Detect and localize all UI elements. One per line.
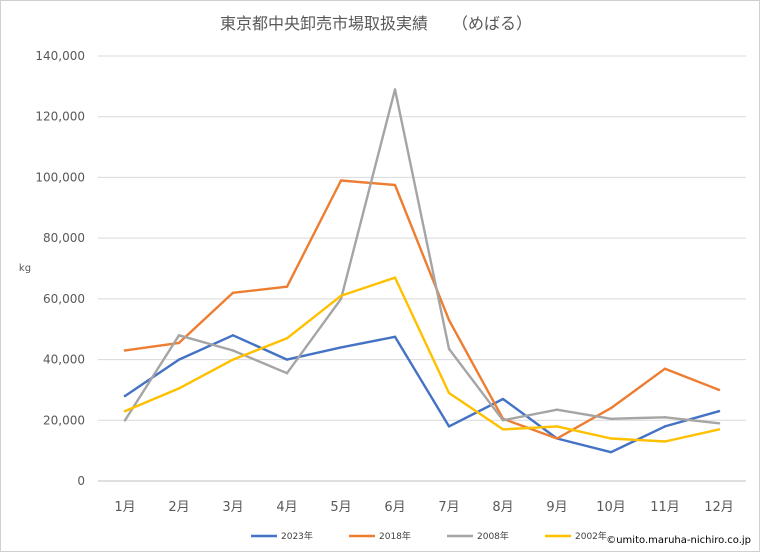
legend-label: 2023年 <box>281 530 313 542</box>
y-tick-label: 0 <box>77 474 85 488</box>
data-point <box>177 387 181 390</box>
legend-label: 2018年 <box>379 530 411 542</box>
series-line-2 <box>123 88 721 425</box>
data-point <box>663 425 667 428</box>
legend: 2023年 2018年 2008年 2002年 <box>251 530 607 542</box>
data-point <box>609 450 613 454</box>
data-point <box>393 183 397 187</box>
x-tick-label: 1月 <box>114 500 135 515</box>
series-lines <box>123 88 721 454</box>
data-point <box>609 437 613 440</box>
data-point <box>663 440 667 443</box>
legend-item: 2023年 <box>251 530 313 542</box>
chart-title: 東京都中央卸売市場取扱実績 （めばる） <box>220 14 532 33</box>
data-point <box>501 397 505 401</box>
y-tick-label: 140,000 <box>35 49 85 63</box>
x-tick-label: 7月 <box>438 500 459 515</box>
data-point <box>231 291 235 294</box>
gridlines <box>98 55 746 482</box>
data-point <box>231 334 235 337</box>
data-point <box>555 437 559 440</box>
y-tick-label: 80,000 <box>43 231 85 245</box>
x-tick-label: 8月 <box>492 500 513 515</box>
data-point <box>393 276 397 279</box>
data-point <box>177 358 181 361</box>
data-point <box>177 334 181 337</box>
data-point <box>717 388 721 392</box>
legend-label: 2008年 <box>477 530 509 542</box>
x-tick-label: 3月 <box>222 500 243 515</box>
x-tick-label: 6月 <box>384 500 405 515</box>
series-line-0 <box>123 334 721 454</box>
data-point <box>339 297 343 301</box>
x-tick-label: 5月 <box>330 500 351 515</box>
data-point <box>447 425 451 428</box>
x-tick-label: 9月 <box>546 500 567 515</box>
data-point <box>339 179 343 182</box>
data-point <box>393 335 397 339</box>
y-tick-label: 100,000 <box>35 170 85 184</box>
y-tick-label: 40,000 <box>43 353 85 367</box>
data-point <box>231 349 235 352</box>
data-point <box>177 341 181 345</box>
data-point <box>339 294 343 298</box>
copyright-credit: ©umito.maruha-nichiro.co.jp <box>606 535 751 546</box>
data-point <box>231 358 235 361</box>
data-point <box>123 349 127 352</box>
data-point <box>717 428 721 431</box>
data-point <box>609 406 613 410</box>
data-point <box>555 408 559 411</box>
x-tick-label: 12月 <box>704 500 734 515</box>
data-point <box>609 417 613 420</box>
legend-item: 2008年 <box>447 530 509 542</box>
data-point <box>285 285 289 288</box>
legend-item: 2002年 <box>545 530 607 542</box>
legend-label: 2002年 <box>575 530 607 542</box>
y-tick-label: 20,000 <box>43 413 85 427</box>
data-point <box>285 372 289 375</box>
series-line-3 <box>123 276 721 443</box>
x-tick-label: 10月 <box>596 500 626 515</box>
data-point <box>285 358 289 361</box>
x-tick-label: 4月 <box>276 500 297 515</box>
data-point <box>447 391 451 395</box>
data-point <box>123 394 127 398</box>
data-point <box>447 347 451 351</box>
y-axis-unit: kg <box>19 263 31 274</box>
data-point <box>663 367 667 370</box>
data-point <box>123 409 127 413</box>
data-point <box>717 422 721 425</box>
y-tick-label: 60,000 <box>43 292 85 306</box>
y-tick-label: 120,000 <box>35 110 85 124</box>
data-point <box>555 425 559 428</box>
x-tick-label: 2月 <box>168 500 189 515</box>
x-axis-ticks: 1月 2月 3月 4月 5月 6月 7月 8月 9月 10月 11月 12月 <box>114 500 733 515</box>
data-point <box>123 419 127 422</box>
data-point <box>501 419 505 422</box>
data-point <box>717 409 721 413</box>
data-point <box>393 88 397 91</box>
data-point <box>663 416 667 419</box>
data-point <box>501 428 505 431</box>
y-axis-ticks: 0 20,000 40,000 60,000 80,000 100,000 120,000 1… <box>35 49 85 488</box>
data-point <box>339 346 343 349</box>
data-point <box>447 318 451 322</box>
legend-item: 2018年 <box>349 530 411 542</box>
data-point <box>285 337 289 340</box>
x-tick-label: 11月 <box>650 500 680 515</box>
series-line-1 <box>123 179 721 440</box>
